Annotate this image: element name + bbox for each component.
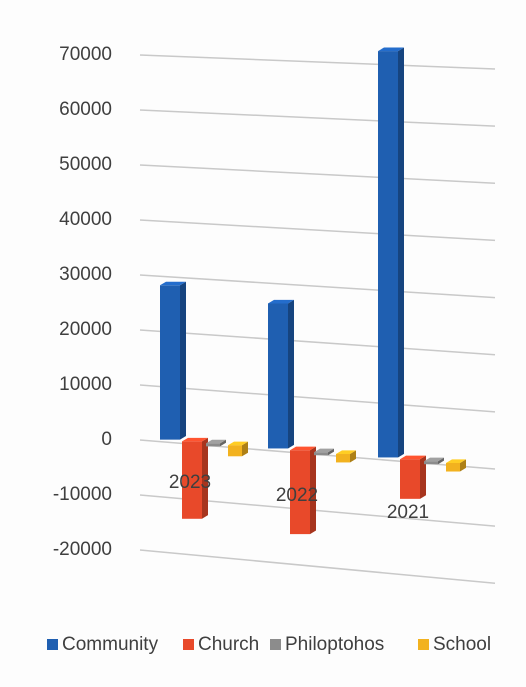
y-tick-label: -10000 xyxy=(53,484,112,505)
legend-label: Philoptohos xyxy=(285,634,384,655)
gridline xyxy=(139,54,496,70)
y-tick-label: 20000 xyxy=(59,319,112,340)
legend-item-community: Community xyxy=(47,634,159,655)
legend-swatch xyxy=(270,639,281,650)
bar-community-2021 xyxy=(378,47,404,458)
x-category-label: 2021 xyxy=(387,502,429,523)
gridline xyxy=(139,219,496,242)
y-tick-label: 70000 xyxy=(59,44,112,65)
y-tick-label: 60000 xyxy=(59,99,112,120)
bar-church-2023 xyxy=(182,437,208,519)
gridline xyxy=(139,274,496,299)
y-tick-label: 40000 xyxy=(59,209,112,230)
legend-label: School xyxy=(433,634,491,655)
y-tick-label: 30000 xyxy=(59,264,112,285)
gridline xyxy=(139,329,496,356)
legend-item-church: Church xyxy=(183,634,259,655)
legend-item-philoptohos: Philoptohos xyxy=(270,634,384,655)
bar-church-2022 xyxy=(290,446,316,535)
legend: Community Church Philoptohos School xyxy=(47,634,491,655)
y-tick-label: 10000 xyxy=(59,374,112,395)
bar-community-2023 xyxy=(160,281,186,440)
gridline xyxy=(139,109,496,127)
bars xyxy=(160,47,466,535)
x-axis-category-labels: 2023 2022 2021 xyxy=(169,472,429,523)
legend-item-school: School xyxy=(418,634,491,655)
bar-philoptohos-2023 xyxy=(206,439,226,447)
gridline xyxy=(139,164,496,185)
y-tick-label: 50000 xyxy=(59,154,112,175)
bar-church-2021 xyxy=(400,455,426,499)
y-tick-label: -20000 xyxy=(53,539,112,560)
x-category-label: 2022 xyxy=(276,485,318,506)
gridlines xyxy=(139,54,496,585)
x-category-label: 2023 xyxy=(169,472,211,493)
gridline xyxy=(139,384,496,413)
bar-philoptohos-2021 xyxy=(424,457,444,465)
y-tick-label: 0 xyxy=(101,429,112,450)
bar-school-2021 xyxy=(446,459,466,472)
legend-swatch xyxy=(418,639,429,650)
legend-label: Community xyxy=(62,634,159,655)
legend-swatch xyxy=(183,639,194,650)
y-axis-tick-labels: 70000 60000 50000 40000 30000 20000 10000 0 -100… xyxy=(53,44,112,560)
gridline xyxy=(139,549,496,585)
bar-community-2022 xyxy=(268,299,294,449)
legend-label: Church xyxy=(198,634,259,655)
legend-swatch xyxy=(47,639,58,650)
bar-philoptohos-2022 xyxy=(314,448,334,456)
bar-school-2023 xyxy=(228,441,248,457)
bar-school-2022 xyxy=(336,450,356,463)
